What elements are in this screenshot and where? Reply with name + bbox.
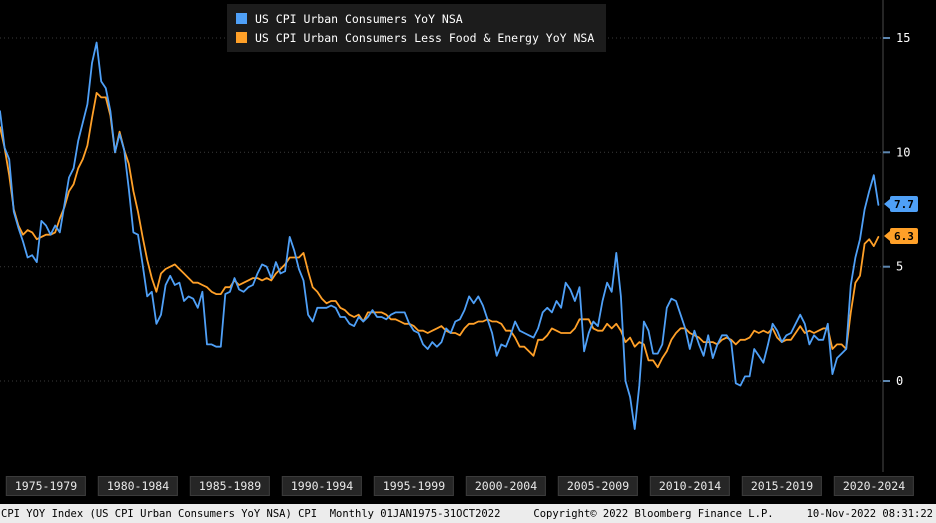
series-line-core-cpi xyxy=(0,92,880,369)
badge-arrow-icon xyxy=(884,199,890,209)
y-axis-tick-label: 10 xyxy=(896,145,910,159)
cpi-series-swatch-icon xyxy=(236,13,247,24)
y-axis-tick-label: 5 xyxy=(896,260,903,274)
legend-label-cpi: US CPI Urban Consumers YoY NSA xyxy=(255,11,463,26)
badge-value: 7.7 xyxy=(890,196,918,212)
badge-arrow-icon xyxy=(884,231,890,241)
x-axis-label: 2005-2009 xyxy=(557,476,639,496)
x-axis-label: 1990-1994 xyxy=(281,476,363,496)
status-bar: CPI YOY Index (US CPI Urban Consumers Yo… xyxy=(0,504,936,523)
x-axis-label: 2000-2004 xyxy=(465,476,547,496)
legend-item-core-cpi[interactable]: US CPI Urban Consumers Less Food & Energ… xyxy=(236,28,594,47)
x-axis-label: 1980-1984 xyxy=(97,476,179,496)
chart-plot-area[interactable]: 15 10 5 0 xyxy=(0,0,936,474)
x-axis-label: 1985-1989 xyxy=(189,476,271,496)
legend-label-core-cpi: US CPI Urban Consumers Less Food & Energ… xyxy=(255,30,595,45)
x-axis-label: 2015-2019 xyxy=(741,476,823,496)
status-timestamp: 10-Nov-2022 08:31:22 xyxy=(806,507,933,520)
series-line-cpi xyxy=(0,41,880,430)
last-value-badge-cpi: 7.7 xyxy=(884,196,918,212)
x-axis: 1975-1979 1980-1984 1985-1989 1990-1994 1995… xyxy=(0,474,936,501)
y-axis-tick-label: 0 xyxy=(896,374,903,388)
last-value-badge-core-cpi: 6.3 xyxy=(884,228,918,244)
legend-item-cpi[interactable]: US CPI Urban Consumers YoY NSA xyxy=(236,9,594,28)
x-axis-label: 2020-2024 xyxy=(833,476,915,496)
x-axis-label: 2010-2014 xyxy=(649,476,731,496)
badge-value: 6.3 xyxy=(890,228,918,244)
y-axis-tick-label: 15 xyxy=(896,31,910,45)
core-cpi-series-swatch-icon xyxy=(236,32,247,43)
x-axis-label: 1995-1999 xyxy=(373,476,455,496)
status-series-description: CPI YOY Index (US CPI Urban Consumers Yo… xyxy=(1,507,501,520)
status-copyright: Copyright© 2022 Bloomberg Finance L.P. xyxy=(533,507,774,520)
legend: US CPI Urban Consumers YoY NSA US CPI Ur… xyxy=(227,4,607,52)
x-axis-label: 1975-1979 xyxy=(5,476,87,496)
